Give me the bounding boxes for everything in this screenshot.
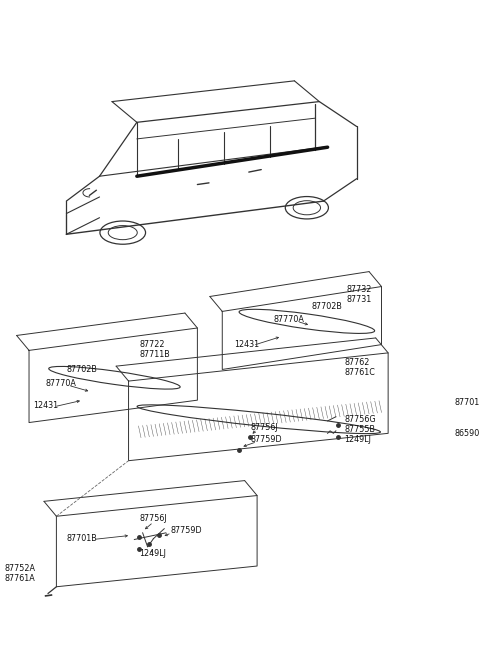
Text: 12431: 12431 (33, 401, 58, 411)
Text: 87711B: 87711B (139, 350, 170, 359)
Text: 87756G: 87756G (344, 415, 376, 424)
Text: 87701B: 87701B (455, 398, 480, 407)
Text: 87770A: 87770A (274, 315, 305, 324)
Text: 87761A: 87761A (4, 574, 35, 583)
Text: 87732: 87732 (347, 285, 372, 295)
Text: 87759D: 87759D (170, 526, 202, 535)
Text: 87701B: 87701B (66, 534, 97, 543)
Text: 1249LJ: 1249LJ (344, 435, 371, 443)
Text: 87756J: 87756J (139, 514, 167, 523)
Text: 87702B: 87702B (311, 302, 342, 311)
Text: 87731: 87731 (347, 295, 372, 304)
Text: 87722: 87722 (139, 340, 165, 349)
Text: 87702B: 87702B (66, 365, 97, 374)
Text: 1249LJ: 1249LJ (139, 549, 166, 558)
Text: 87756J: 87756J (251, 423, 278, 432)
Text: 87759D: 87759D (251, 435, 282, 443)
Text: 87755B: 87755B (344, 424, 375, 434)
Text: 12431: 12431 (234, 340, 259, 349)
Text: 86590: 86590 (455, 429, 480, 438)
Text: 87762: 87762 (344, 358, 370, 367)
Text: 87761C: 87761C (344, 368, 375, 377)
Text: 87752A: 87752A (4, 564, 35, 573)
Text: 87770A: 87770A (46, 379, 76, 388)
